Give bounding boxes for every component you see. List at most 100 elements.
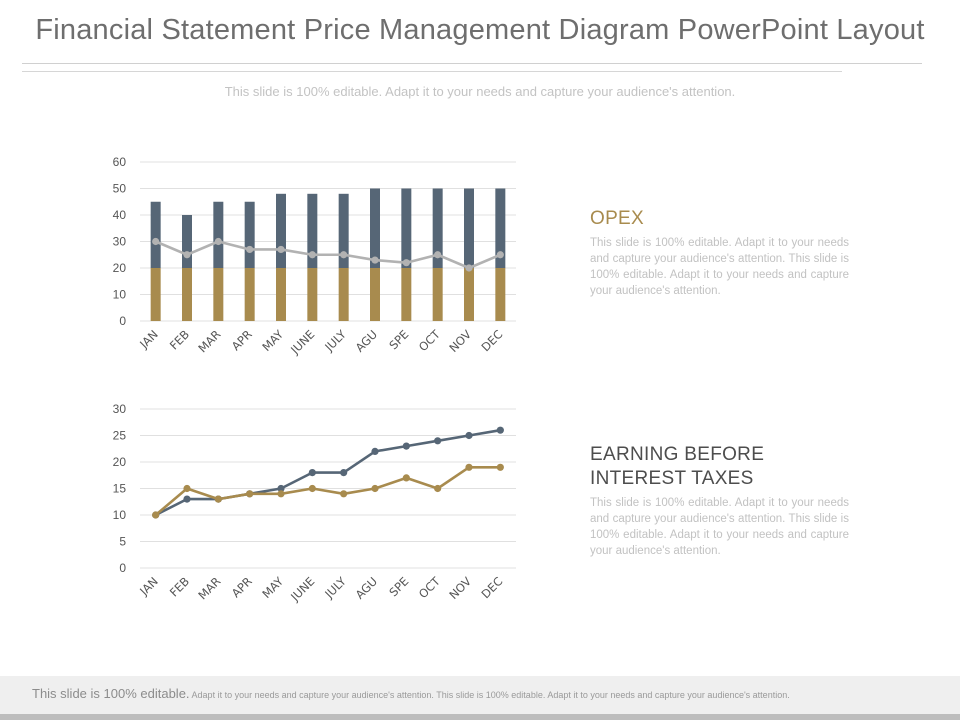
x-tick-label: APR: [229, 327, 255, 353]
data-point: [152, 511, 160, 519]
data-point: [183, 251, 191, 259]
data-point: [340, 469, 348, 477]
x-tick-label: OCT: [416, 327, 444, 355]
data-point: [246, 245, 254, 254]
bar-segment: [244, 268, 255, 321]
ebit-heading-line1: EARNING BEFORE: [590, 444, 765, 465]
x-tick-label: DEC: [478, 574, 505, 601]
x-tick-label: JAN: [136, 574, 161, 599]
x-tick-label: APR: [229, 574, 255, 600]
y-tick-label: 30: [113, 402, 127, 416]
x-tick-label: SPE: [386, 574, 411, 599]
data-point: [402, 474, 410, 482]
data-point: [277, 490, 285, 498]
bar-segment: [370, 188, 380, 268]
bar-segment: [338, 193, 349, 268]
x-tick-label: AGU: [353, 327, 381, 355]
ebit-description: This slide is 100% editable. Adapt it to…: [590, 497, 849, 557]
y-tick-label: 50: [113, 182, 127, 196]
x-tick-label: FEB: [167, 574, 192, 599]
x-tick-label: DEC: [478, 327, 505, 354]
x-tick-label: SPE: [386, 327, 411, 352]
data-point: [183, 495, 191, 503]
y-tick-label: 5: [119, 535, 126, 549]
bar-segment: [182, 268, 192, 321]
bar-segment: [276, 268, 286, 321]
bar-segment: [150, 201, 161, 268]
x-tick-label: FEB: [167, 327, 192, 352]
y-tick-label: 10: [113, 288, 127, 302]
bar-segment: [307, 193, 318, 268]
footer-lead-text: This slide is 100% editable.: [32, 686, 190, 701]
data-point: [434, 484, 442, 493]
data-point: [496, 251, 504, 259]
x-tick-label: NOV: [446, 327, 474, 355]
x-tick-label: JAN: [136, 327, 161, 352]
bar-segment: [495, 268, 506, 321]
x-tick-label: MAY: [259, 574, 287, 602]
data-point: [371, 256, 379, 264]
data-point: [308, 469, 316, 477]
y-tick-label: 0: [119, 314, 126, 328]
bar-segment: [244, 201, 255, 268]
series-line: [155, 240, 501, 270]
data-point: [402, 259, 410, 267]
footer-rest-text: Adapt it to your needs and capture your …: [191, 690, 790, 700]
title-divider-top: [22, 63, 922, 64]
data-point: [371, 484, 379, 493]
ebit-text-block: EARNING BEFORE INTEREST TAXES This slide…: [590, 443, 849, 559]
ebit-chart: 0 5 10 15 20 25 30 JAN FEB MAR APR MAY JUNE JULY AGU SP…: [113, 402, 516, 604]
bar-segment: [432, 268, 443, 321]
x-tick-label: JUNE: [287, 327, 317, 357]
x-tick-label: OCT: [416, 574, 444, 602]
bar-segment: [307, 268, 318, 321]
x-tick-label: MAR: [195, 574, 223, 602]
data-point: [434, 251, 442, 259]
y-tick-label: 20: [113, 455, 127, 469]
data-point: [183, 484, 191, 493]
footer-stripe: [0, 714, 960, 720]
opex-text-block: OPEX This slide is 100% editable. Adapt …: [590, 207, 849, 299]
slide-title: Financial Statement Price Management Dia…: [35, 14, 925, 46]
data-point: [152, 237, 160, 246]
title-divider-bottom: [22, 71, 842, 72]
x-tick-label: JUNE: [287, 574, 317, 604]
x-tick-label: JULY: [321, 574, 349, 602]
bar-segment: [432, 188, 443, 268]
data-point: [371, 447, 379, 455]
ebit-heading-line2: INTEREST TAXES: [590, 468, 754, 489]
opex-description: This slide is 100% editable. Adapt it to…: [590, 237, 849, 297]
bar-segment: [213, 268, 224, 321]
data-point: [246, 490, 254, 498]
bar-segment: [401, 268, 412, 321]
series-line: [155, 428, 501, 517]
x-tick-label: JULY: [321, 327, 349, 355]
data-point: [340, 490, 348, 498]
footer-text: This slide is 100% editable. Adapt it to…: [32, 686, 790, 701]
data-point: [308, 251, 316, 259]
data-point: [308, 484, 316, 493]
y-tick-label: 40: [113, 208, 127, 222]
x-tick-label: AGU: [353, 574, 381, 602]
slide-subtitle: This slide is 100% editable. Adapt it to…: [224, 84, 736, 99]
x-tick-label: MAR: [195, 327, 223, 355]
y-tick-label: 10: [113, 508, 127, 522]
y-tick-label: 30: [113, 235, 127, 249]
data-point: [434, 437, 442, 445]
y-tick-label: 60: [113, 155, 127, 169]
bar-segment: [150, 268, 161, 321]
opex-chart: 0 10 20 30 40 50 60 JAN FEB MAR APR MAY JUNE JULY AGU S…: [113, 155, 516, 357]
data-point: [465, 463, 473, 471]
opex-heading: OPEX: [590, 208, 644, 229]
x-tick-label: NOV: [446, 574, 474, 602]
data-point: [496, 426, 504, 434]
data-point: [214, 237, 222, 246]
x-tick-label: MAY: [259, 327, 287, 355]
bar-segment: [370, 268, 380, 321]
footer-bar: This slide is 100% editable. Adapt it to…: [0, 676, 960, 714]
data-point: [277, 245, 285, 254]
data-point: [465, 264, 473, 272]
bar-segment: [182, 215, 192, 268]
data-point: [340, 251, 348, 259]
data-point: [465, 431, 473, 440]
